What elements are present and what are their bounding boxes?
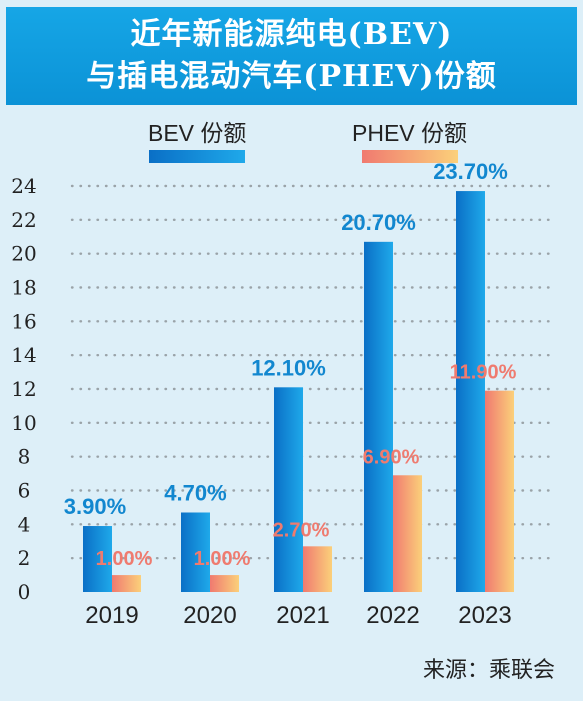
chart-title-line-2: 与插电混动汽车(PHEV)份额 bbox=[86, 59, 497, 94]
legend-swatch-phev bbox=[361, 150, 458, 163]
bar-phev-2021 bbox=[303, 546, 332, 592]
data-label-phev-2022: 6.90% bbox=[363, 446, 420, 468]
legend-item-phev: PHEV 份额 bbox=[352, 120, 467, 163]
bars bbox=[83, 191, 514, 592]
y-tick-label-22: 22 bbox=[11, 208, 36, 232]
data-label-bev-2023: 23.70% bbox=[433, 159, 508, 184]
x-tick-label-2020: 2020 bbox=[183, 602, 236, 629]
x-tick-label-2021: 2021 bbox=[276, 602, 329, 629]
y-tick-label-0: 0 bbox=[18, 580, 31, 604]
data-label-phev-2023: 11.90% bbox=[450, 362, 517, 384]
data-label-bev-2021: 12.10% bbox=[251, 355, 326, 380]
y-tick-label-10: 10 bbox=[11, 411, 36, 435]
bar-phev-2023 bbox=[485, 390, 514, 592]
x-axis: 2019 2020 2021 2022 2023 bbox=[85, 602, 511, 629]
y-tick-label-20: 20 bbox=[11, 242, 36, 266]
y-tick-label-24: 24 bbox=[11, 174, 36, 198]
bar-bev-2020 bbox=[181, 512, 210, 592]
x-tick-label-2022: 2022 bbox=[366, 602, 419, 629]
data-labels: 3.90% 1.00% 4.70% 1.00% 12.10% 2.70% 20.70% 6.9… bbox=[64, 159, 517, 570]
data-label-phev-2019: 1.00% bbox=[96, 548, 153, 570]
y-tick-label-4: 4 bbox=[18, 512, 31, 536]
chart-title-line-1: 近年新能源纯电(BEV) bbox=[130, 17, 453, 52]
data-label-bev-2020: 4.70% bbox=[164, 480, 226, 505]
bar-phev-2020 bbox=[210, 575, 239, 592]
data-label-phev-2021: 2.70% bbox=[273, 519, 330, 541]
y-tick-label-14: 14 bbox=[11, 343, 36, 367]
y-tick-label-6: 6 bbox=[18, 479, 31, 503]
bar-bev-2022 bbox=[364, 241, 393, 592]
data-label-bev-2022: 20.70% bbox=[341, 210, 416, 235]
bar-phev-2022 bbox=[393, 475, 422, 592]
y-tick-label-12: 12 bbox=[11, 377, 36, 401]
x-tick-label-2023: 2023 bbox=[458, 602, 511, 629]
data-label-bev-2019: 3.90% bbox=[64, 494, 126, 519]
title-banner: 近年新能源纯电(BEV) 与插电混动汽车(PHEV)份额 bbox=[6, 7, 577, 105]
bar-bev-2021 bbox=[274, 387, 303, 592]
y-tick-label-2: 2 bbox=[18, 546, 31, 570]
y-tick-label-18: 18 bbox=[11, 276, 36, 300]
data-label-phev-2020: 1.00% bbox=[194, 548, 251, 570]
bar-phev-2019 bbox=[112, 575, 141, 592]
bar-bev-2019 bbox=[83, 526, 112, 592]
legend-label-bev: BEV 份额 bbox=[148, 120, 247, 146]
legend-label-phev: PHEV 份额 bbox=[352, 120, 468, 146]
y-tick-label-16: 16 bbox=[11, 309, 36, 333]
source-note: 来源：乘联会 bbox=[422, 658, 555, 683]
bar-bev-2023 bbox=[456, 191, 485, 592]
legend-swatch-bev bbox=[149, 150, 246, 163]
x-tick-label-2019: 2019 bbox=[85, 602, 138, 629]
legend-item-bev: BEV 份额 bbox=[148, 120, 246, 163]
y-tick-label-8: 8 bbox=[18, 445, 31, 469]
